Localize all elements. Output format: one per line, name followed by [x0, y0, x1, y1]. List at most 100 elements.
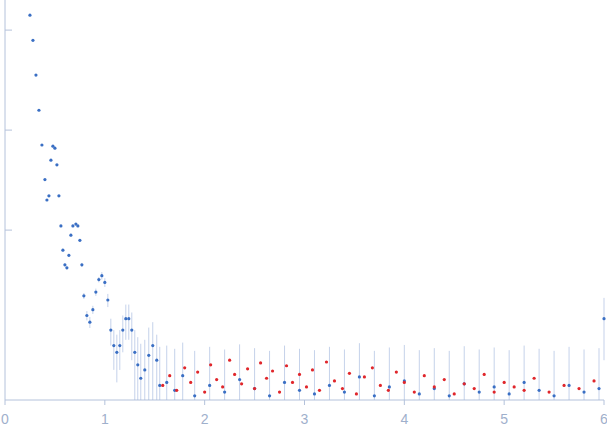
point [155, 359, 158, 362]
point [413, 390, 416, 393]
point [355, 392, 358, 395]
point [49, 159, 52, 162]
point [278, 390, 281, 393]
error-bars [30, 15, 604, 400]
points [28, 14, 605, 398]
point [423, 374, 426, 377]
x-tick-label: 2 [201, 411, 209, 427]
point [285, 364, 288, 367]
point [403, 381, 406, 384]
point [196, 371, 199, 374]
point [291, 381, 294, 384]
error-bar [604, 298, 605, 360]
chart: 0123456 [0, 0, 607, 437]
point [34, 73, 37, 76]
point [31, 39, 34, 42]
point [121, 329, 124, 332]
x-tick-label: 5 [500, 411, 508, 427]
point [168, 374, 171, 377]
point [328, 384, 331, 387]
point [348, 372, 351, 375]
point [395, 371, 398, 374]
error-bar [389, 347, 390, 400]
error-bar [134, 330, 135, 400]
point [109, 329, 112, 332]
point [268, 394, 271, 397]
error-bar [140, 344, 141, 400]
point [562, 384, 565, 387]
point [80, 263, 83, 266]
error-bar [404, 345, 405, 400]
x-tick-label: 4 [400, 411, 408, 427]
point [106, 298, 109, 301]
point [228, 359, 231, 362]
error-bar [156, 335, 157, 400]
point [143, 368, 146, 371]
point [147, 354, 150, 357]
point [118, 344, 121, 347]
point [127, 317, 130, 320]
point [61, 249, 64, 252]
error-bar [254, 348, 255, 400]
point [533, 377, 536, 380]
point [97, 278, 100, 281]
point [115, 351, 118, 354]
error-bar [125, 305, 126, 340]
point [209, 363, 212, 366]
error-bar [131, 312, 132, 360]
x-tick [104, 400, 105, 405]
point [311, 368, 314, 371]
point [341, 387, 344, 390]
point [265, 377, 268, 380]
error-bar [539, 349, 540, 400]
x-tick [5, 400, 6, 405]
point [208, 384, 211, 387]
point [215, 378, 218, 381]
point [221, 385, 224, 388]
point [508, 392, 511, 395]
point [69, 234, 72, 237]
point [158, 384, 161, 387]
point [313, 392, 316, 395]
x-tick [604, 400, 605, 405]
y-tick [5, 30, 12, 31]
error-bar [449, 351, 450, 400]
point [418, 392, 421, 395]
x-tick-label: 0 [1, 411, 9, 427]
point [358, 375, 361, 378]
point [55, 163, 58, 166]
point [103, 281, 106, 284]
point [283, 381, 286, 384]
error-bar [329, 347, 330, 400]
point [233, 373, 236, 376]
point [483, 373, 486, 376]
point [582, 390, 585, 393]
error-bar [182, 343, 183, 400]
point [271, 369, 274, 372]
error-bar [194, 351, 195, 400]
error-bar [174, 349, 175, 400]
point [94, 290, 97, 293]
point [523, 381, 526, 384]
point [448, 394, 451, 397]
point [453, 392, 456, 395]
point [88, 321, 91, 324]
point [373, 394, 376, 397]
point [47, 194, 50, 197]
point [136, 363, 139, 366]
error-bar [209, 347, 210, 400]
point [76, 224, 79, 227]
point [433, 385, 436, 388]
point [473, 387, 476, 390]
error-bar [569, 347, 570, 400]
point [523, 389, 526, 392]
point [130, 329, 133, 332]
point [240, 382, 243, 385]
point [318, 389, 321, 392]
point [602, 317, 605, 320]
point [298, 373, 301, 376]
point [305, 385, 308, 388]
point [592, 379, 595, 382]
point [161, 384, 164, 387]
error-bar [359, 343, 360, 400]
